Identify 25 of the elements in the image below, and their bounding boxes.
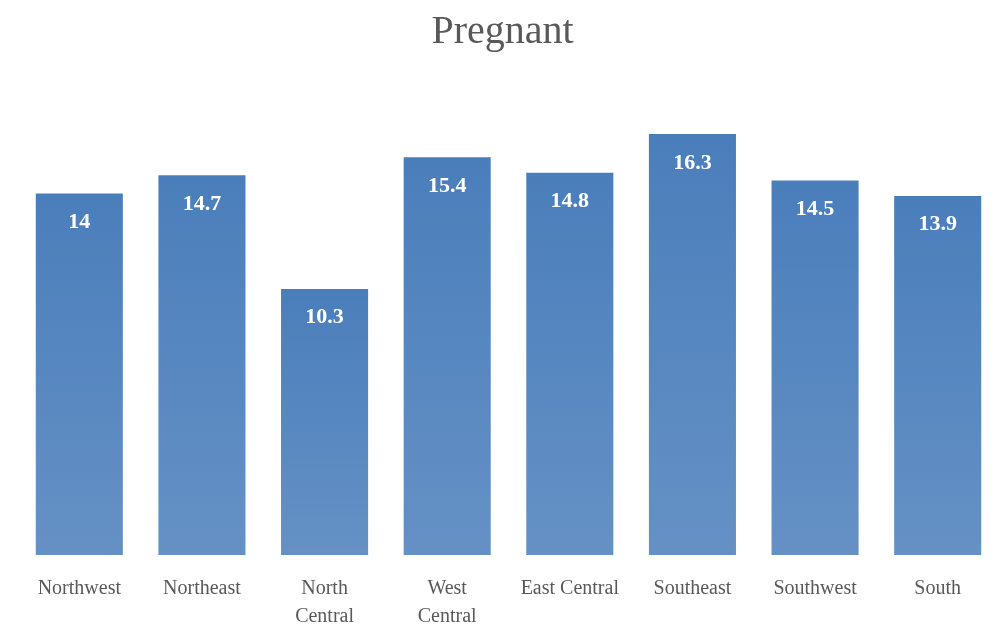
bar [35,193,123,555]
x-tick-label: North Central [295,576,355,626]
bar [281,288,369,555]
x-tick-label: Northeast [163,576,242,598]
data-label: 13.9 [918,210,957,236]
x-tick-label: Southeast [653,576,732,598]
x-tick-label: Southwest [773,576,858,598]
data-label: 14.8 [550,187,590,213]
bar [526,172,614,555]
bar [894,195,982,555]
data-label: 14.7 [182,189,222,215]
bar [158,175,246,555]
data-label: 10.3 [305,303,344,329]
bar [403,157,491,555]
bar [771,180,859,555]
data-label: 15.4 [427,171,467,197]
x-tick-label: South [914,576,962,598]
x-tick-label: East Central [520,576,620,598]
bar [648,134,736,555]
data-label: 16.3 [673,148,712,174]
data-label: 14.5 [795,194,835,220]
x-tick-label: Northwest [37,576,122,598]
data-label: 14 [68,207,91,233]
chart-title: Pregnant [431,6,574,52]
x-tick-label: West Central [417,576,478,626]
